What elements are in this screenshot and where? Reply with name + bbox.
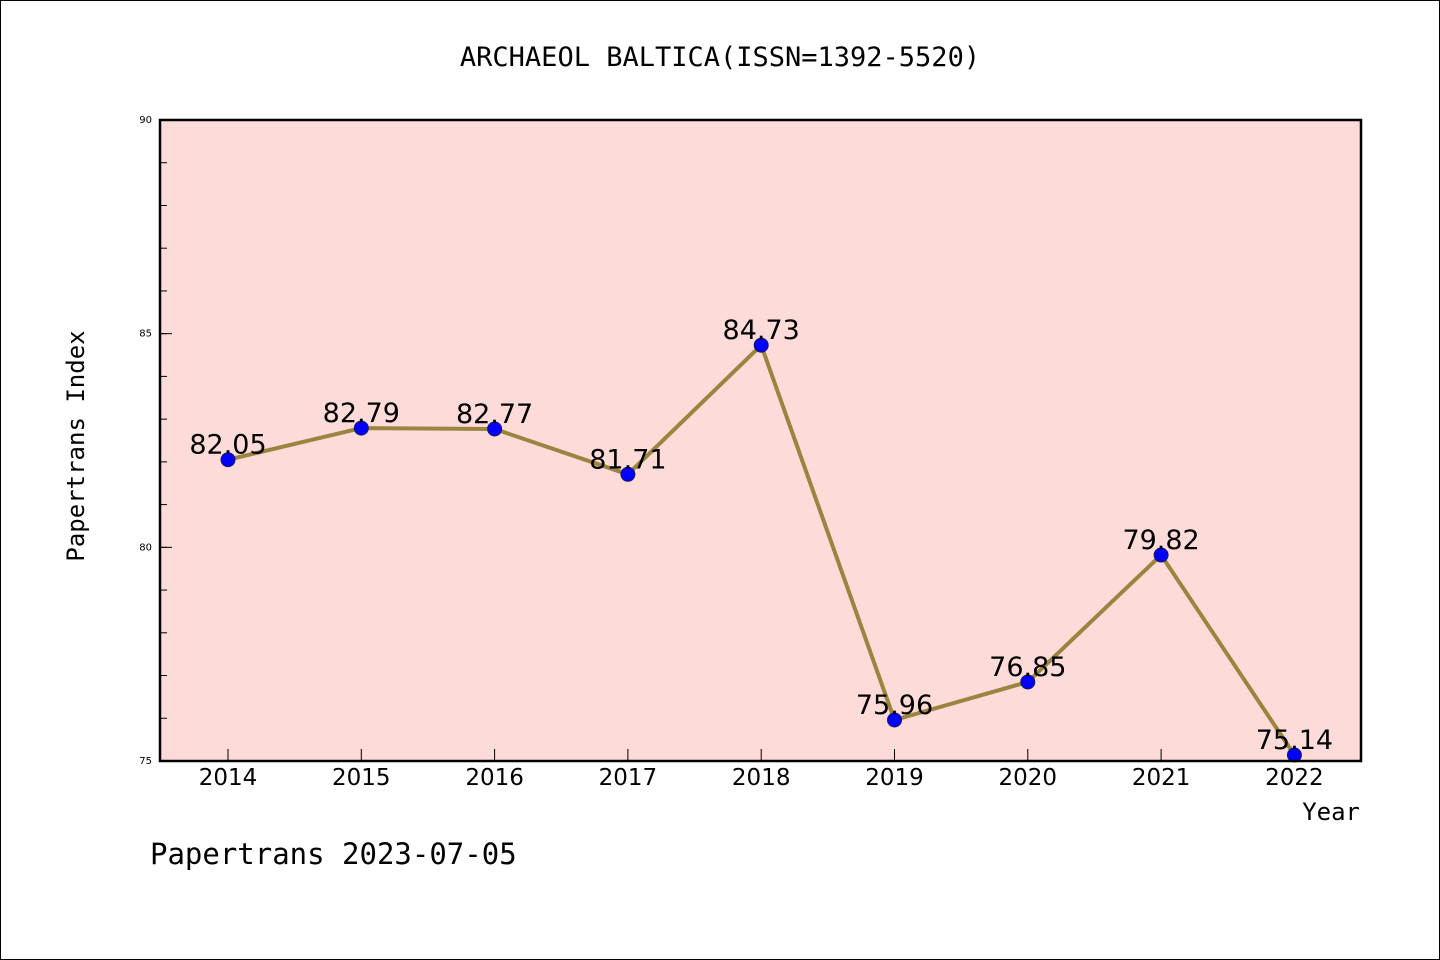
data-point <box>753 337 769 353</box>
x-tick-label: 2016 <box>465 765 524 791</box>
data-label: 79.82 <box>1122 525 1199 556</box>
data-point <box>487 421 503 437</box>
plot-area <box>160 120 1361 761</box>
data-point <box>1020 674 1036 690</box>
data-label: 82.79 <box>323 398 400 429</box>
data-point <box>220 452 236 468</box>
x-tick-label: 2014 <box>199 765 258 791</box>
data-label: 81.71 <box>589 444 666 475</box>
chart-title: ARCHAEOL BALTICA(ISSN=1392-5520) <box>460 42 980 73</box>
data-label: 82.05 <box>189 430 266 461</box>
y-tick-label: 85 <box>139 329 152 340</box>
x-tick-label: 2020 <box>999 765 1058 791</box>
data-point <box>353 420 369 436</box>
x-axis-label: Year <box>1302 798 1360 826</box>
y-tick-label: 75 <box>139 756 152 767</box>
y-axis-label: Papertrans Index <box>62 330 90 561</box>
footer-text: Papertrans 2023-07-05 <box>150 837 517 871</box>
data-label: 76.85 <box>989 652 1066 683</box>
x-ticks: 2014 2015 2016 2017 2018 2019 2020 2021 2022 <box>199 749 1324 791</box>
x-tick-label: 2015 <box>332 765 391 791</box>
data-markers <box>220 337 1302 763</box>
x-tick-label: 2019 <box>865 765 924 791</box>
x-tick-label: 2021 <box>1132 765 1191 791</box>
data-point <box>1153 547 1169 563</box>
data-labels: 82.05 82.79 82.77 81.71 84.73 75.96 76.85 79.82… <box>189 315 1333 756</box>
data-point <box>620 466 636 482</box>
data-point <box>887 712 902 728</box>
data-label: 82.77 <box>456 399 533 430</box>
data-label: 84.73 <box>723 315 800 346</box>
x-tick-label: 2017 <box>599 765 658 791</box>
data-label: 75.96 <box>856 690 933 721</box>
y-tick-label: 90 <box>139 115 152 126</box>
data-label: 75.14 <box>1256 725 1333 756</box>
x-tick-label: 2022 <box>1265 765 1324 791</box>
plot-frame <box>158 118 1363 763</box>
y-tick-label: 80 <box>139 542 152 553</box>
x-tick-label: 2018 <box>732 765 791 791</box>
